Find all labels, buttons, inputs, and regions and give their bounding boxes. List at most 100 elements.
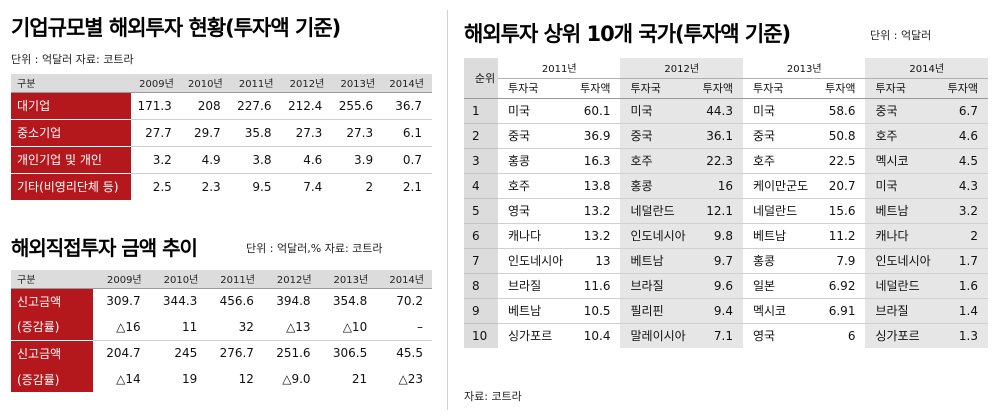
- country-cell: 중국: [498, 123, 574, 149]
- cell: 32: [206, 314, 263, 341]
- amount-cell: 9.4: [696, 298, 743, 324]
- country-cell: 케이만군도: [742, 173, 819, 199]
- amount-cell: 10.5: [573, 298, 621, 324]
- rank-cell: 5: [464, 198, 498, 224]
- cell: △16: [93, 314, 150, 341]
- company-size-unit: 단위 : 억달러 자료: 코트라: [11, 53, 134, 66]
- cell: 276.7: [219, 346, 254, 361]
- country-cell: 미국: [742, 98, 819, 124]
- amount-cell: 44.3: [696, 98, 743, 124]
- row-label: 기타(비영리단체 등): [11, 173, 131, 200]
- table-row: 1 미국 60.1 미국 44.3 미국 58.6 중국 6.7: [464, 98, 988, 124]
- header-year: 2014년: [383, 74, 432, 93]
- year-header: 2013년: [742, 58, 866, 79]
- country-cell: 영국: [752, 329, 776, 344]
- cell: 306.5: [332, 346, 368, 361]
- country-cell: 홍콩: [620, 173, 697, 199]
- cell: 12: [238, 372, 254, 386]
- amount-cell: 20.7: [818, 173, 866, 199]
- cell: 7.4: [303, 179, 323, 194]
- table-row: 2 중국 36.9 중국 36.1 중국 50.8 호주 4.6: [464, 123, 988, 149]
- cell: 255.6: [332, 92, 384, 120]
- year-header: 2012년: [620, 58, 743, 79]
- table-row: 6 캐나다 13.2 인도네시아 9.8 베트남 11.2 캐나다 2: [464, 223, 988, 249]
- row-label: 대기업: [11, 92, 131, 120]
- header-year: 2014년: [376, 270, 432, 289]
- company-size-table: 구분 2009년 2010년 2011년 2012년 2013년 2014년 대…: [11, 74, 432, 200]
- header-year: 2013년: [319, 270, 377, 289]
- country-cell: 호주: [742, 148, 819, 174]
- table-row: 신고금액 309.7 344.3 456.6 394.8 354.8 70.2: [11, 288, 432, 314]
- country-cell: 미국: [865, 173, 942, 199]
- cell: 27.3: [332, 119, 384, 147]
- header-year: 2010년: [181, 74, 231, 93]
- cell: 251.6: [276, 346, 311, 361]
- cell: 309.7: [106, 294, 141, 309]
- sub-header-country: 투자국: [865, 78, 942, 99]
- amount-cell: 13: [573, 248, 621, 274]
- cell: 3.8: [230, 146, 282, 174]
- header-year: 2009년: [93, 270, 150, 289]
- amount-cell: 2: [941, 223, 988, 249]
- table-row: 중소기업 27.7 29.7 35.8 27.3 27.3 6.1: [11, 119, 432, 147]
- cell: 2: [365, 179, 374, 194]
- sub-header-amount: 투자액: [696, 78, 743, 99]
- amount-cell: 12.1: [696, 198, 743, 224]
- amount-cell: 50.8: [818, 123, 866, 149]
- amount-cell: 1.6: [941, 273, 988, 299]
- country-cell: 캐나다: [498, 223, 574, 249]
- row-label: 중소기업: [11, 119, 131, 147]
- table-row: 7 인도네시아 13 베트남 9.7 홍콩 7.9 인도네시아 1.7: [464, 248, 988, 274]
- cell: 171.3: [131, 92, 182, 120]
- amount-cell: 60.1: [573, 98, 621, 124]
- amount-cell: 16.3: [573, 148, 621, 174]
- table-row: 기타(비영리단체 등) 2.5 2.3 9.5 7.4 2 2.1: [11, 173, 432, 200]
- row-label: 신고금액: [11, 288, 93, 314]
- table-header-row: 구분 2009년 2010년 2011년 2012년 2013년 2014년: [11, 270, 432, 289]
- row-label: (증감률): [11, 314, 93, 341]
- amount-cell: 4.5: [941, 148, 988, 174]
- country-cell: 브라질: [620, 273, 697, 299]
- amount-cell: 7.1: [696, 323, 743, 348]
- header-year: 2010년: [149, 270, 207, 289]
- country-cell: 베트남: [498, 298, 574, 324]
- fdi-trend-table: 구분 2009년 2010년 2011년 2012년 2013년 2014년 신…: [11, 270, 432, 392]
- table-row: 신고금액 204.7 245 276.7 251.6 306.5 45.5: [11, 340, 432, 366]
- table-row: 3 홍콩 16.3 호주 22.3 호주 22.5 멕시코 4.5: [464, 148, 988, 174]
- cell: 29.7: [181, 119, 231, 147]
- rank-cell: 6: [464, 223, 498, 249]
- year-header: 2011년: [498, 58, 621, 79]
- country-cell: 호주: [865, 123, 942, 149]
- rank-header: 순위: [464, 58, 498, 99]
- country-cell: 중국: [865, 98, 942, 124]
- sub-header-amount: 투자액: [818, 78, 866, 99]
- cell: 9.5: [252, 179, 272, 194]
- country-cell: 호주: [498, 173, 574, 199]
- cell: 227.6: [230, 92, 282, 120]
- rank-cell: 8: [464, 273, 498, 299]
- header-year: 2012년: [281, 74, 333, 93]
- cell: 2.3: [201, 179, 221, 194]
- cell: △23: [398, 372, 424, 386]
- cell: 208: [181, 92, 231, 120]
- cell: 11: [149, 314, 207, 341]
- table-row: (증감률) △16 11 32 △13 △10 –: [11, 314, 432, 341]
- year-header-row: 순위 2011년 2012년 2013년 2014년: [464, 58, 988, 99]
- country-cell: 일본: [742, 273, 819, 299]
- country-cell: 싱가포르: [508, 329, 553, 344]
- cell: 0.7: [383, 146, 432, 174]
- amount-cell: 3.2: [941, 198, 988, 224]
- fdi-trend-unit: 단위 : 억달러,% 자료: 코트라: [246, 242, 383, 255]
- country-cell: 필리핀: [620, 298, 697, 324]
- country-cell: 멕시코: [865, 148, 942, 174]
- section-divider: [447, 10, 448, 410]
- cell: –: [376, 314, 432, 341]
- amount-cell: 15.6: [818, 198, 866, 224]
- country-cell: 멕시코: [742, 298, 819, 324]
- cell: 456.6: [219, 294, 254, 309]
- amount-cell: 13.2: [573, 223, 621, 249]
- row-label: 신고금액: [11, 340, 93, 366]
- table-row: 개인기업 및 개인 3.2 4.9 3.8 4.6 3.9 0.7: [11, 146, 432, 174]
- header-label: 구분: [11, 74, 131, 93]
- country-cell: 네덜란드: [865, 273, 942, 299]
